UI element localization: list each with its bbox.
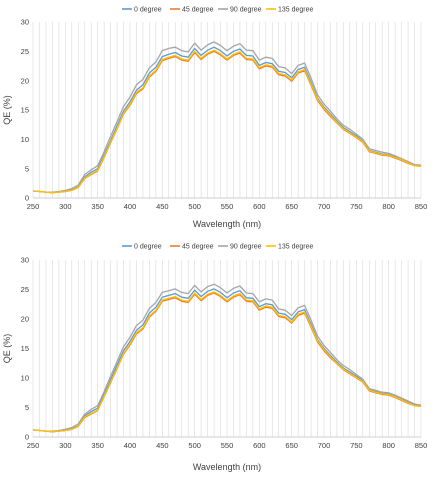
qe-chart-top: 0 5 10 15 20 25 30 250 300 350 400 450 500 550 600 650 7… [2,7,428,230]
x-tick-label: 850 [415,202,428,211]
y-tick-label: 25 [21,47,29,56]
x-axis-title: Wavelength (nm) [193,219,261,229]
y-tick-label: 15 [21,106,29,115]
series-line [32,283,422,432]
legend-label: 0 degree [134,7,162,14]
x-tick-label: 700 [318,202,331,211]
x-tick-label: 750 [350,441,363,450]
series-line [32,46,422,194]
x-tick-label: 800 [382,202,395,211]
y-tick-label: 0 [25,433,29,442]
x-tick-label: 650 [285,441,298,450]
y-tick-label: 30 [21,256,29,265]
y-tick-label: 5 [25,164,29,173]
y-tick-label: 25 [21,285,29,294]
x-tick-label: 500 [188,441,201,450]
y-tick-label: 20 [21,315,29,324]
legend-label: 90 degree [230,244,262,251]
x-tick-label: 850 [415,441,428,450]
series-line [32,288,422,433]
x-tick-label: 650 [285,202,298,211]
y-tick-label: 20 [21,76,29,85]
x-tick-label: 600 [253,202,266,211]
legend-label: 45 degree [182,244,214,251]
legend-label: 45 degree [182,7,214,14]
y-axis-title: QE (%) [2,95,12,125]
x-tick-label: 800 [382,441,395,450]
qe-chart-bottom: 0 5 10 15 20 25 30 250 300 350 400 450 500 550 600 650 7… [2,244,428,473]
x-tick-label: 400 [124,202,137,211]
series-line [32,291,422,433]
x-tick-label: 600 [253,441,266,450]
x-tick-label: 350 [91,202,104,211]
x-tick-label: 300 [59,441,72,450]
x-tick-label: 700 [318,441,331,450]
x-tick-label: 500 [188,202,201,211]
legend-label: 135 degree [278,7,314,14]
x-tick-label: 750 [350,202,363,211]
legend-label: 90 degree [230,7,262,14]
x-tick-label: 450 [156,202,169,211]
y-tick-label: 0 [25,194,29,203]
x-tick-label: 400 [124,441,137,450]
series-line [32,49,422,194]
y-tick-label: 10 [21,135,29,144]
y-tick-label: 5 [25,403,29,412]
y-tick-label: 10 [21,374,29,383]
x-tick-label: 350 [91,441,104,450]
x-tick-label: 550 [221,202,234,211]
x-tick-label: 550 [221,441,234,450]
x-tick-label: 300 [59,202,72,211]
y-axis-title: QE (%) [2,334,12,364]
y-tick-label: 15 [21,344,29,353]
x-tick-label: 450 [156,441,169,450]
x-axis-title: Wavelength (nm) [193,462,261,472]
x-tick-label: 250 [27,441,40,450]
y-tick-label: 30 [21,18,29,27]
legend-label: 135 degree [278,244,314,251]
x-tick-label: 250 [27,202,40,211]
legend-label: 0 degree [134,244,162,251]
series-line [32,41,422,193]
